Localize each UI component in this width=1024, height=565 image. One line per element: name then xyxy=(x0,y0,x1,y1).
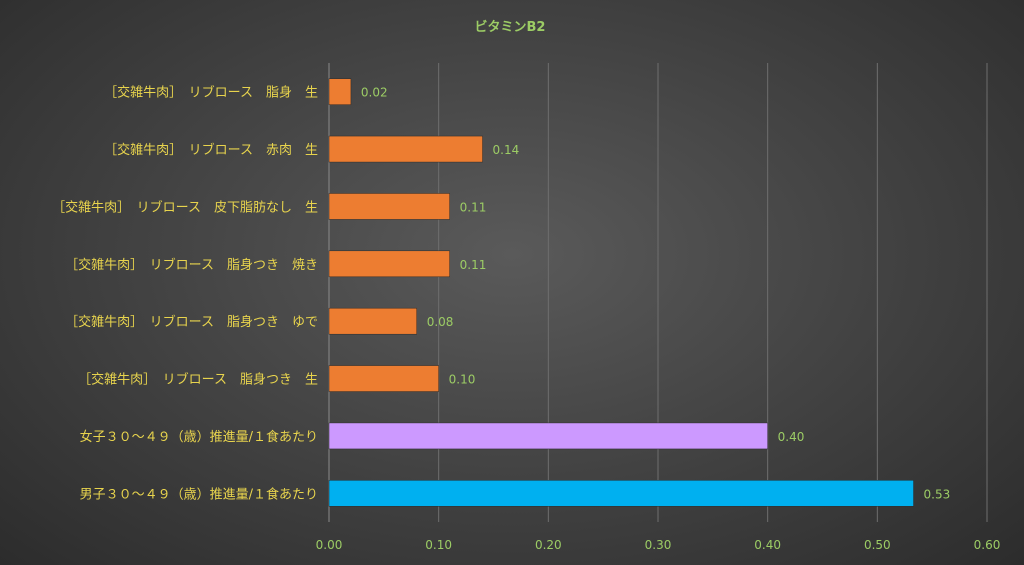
data-label: 0.40 xyxy=(778,430,805,444)
x-tick-label: 0.50 xyxy=(864,538,891,552)
x-tick-label: 0.40 xyxy=(754,538,781,552)
data-label: 0.11 xyxy=(460,258,487,272)
bar xyxy=(328,307,417,335)
x-tick-label: 0.00 xyxy=(316,538,343,552)
data-label: 0.11 xyxy=(460,200,487,214)
category-label: ［交雑牛肉］ リブロース 脂身つき 焼き xyxy=(65,257,318,273)
category-label: 男子３０～４９（歳）推進量/１食あたり xyxy=(80,486,318,502)
data-label: 0.10 xyxy=(449,373,476,387)
bar xyxy=(328,365,439,392)
labels: 0.00 0.10 0.20 0.30 0.40 0.50 0.60 ［交雑牛肉］ リブロース… xyxy=(52,85,1000,552)
bars xyxy=(328,78,914,507)
category-label: 女子３０～４９（歳）推進量/１食あたり xyxy=(80,429,318,445)
category-label: ［交雑牛肉］ リブロース 脂身つき ゆで xyxy=(65,314,318,330)
x-tick-label: 0.20 xyxy=(535,538,562,552)
x-tick-label: 0.30 xyxy=(645,538,672,552)
category-label: ［交雑牛肉］ リブロース 赤肉 生 xyxy=(104,142,318,158)
category-label: ［交雑牛肉］ リブロース 皮下脂肪なし 生 xyxy=(52,199,318,215)
data-label: 0.08 xyxy=(427,315,454,329)
category-label: ［交雑牛肉］ リブロース 脂身つき 生 xyxy=(78,372,318,388)
bar xyxy=(328,78,352,105)
bar xyxy=(328,193,450,220)
bar xyxy=(328,422,768,450)
x-tick-label: 0.10 xyxy=(425,538,452,552)
category-label: ［交雑牛肉］ リブロース 脂身 生 xyxy=(104,85,318,101)
chart-title: ビタミンB2 xyxy=(475,19,546,35)
bar xyxy=(328,135,483,163)
data-label: 0.53 xyxy=(924,487,951,501)
bar xyxy=(328,480,914,507)
data-label: 0.14 xyxy=(493,143,520,157)
x-tick-label: 0.60 xyxy=(974,538,1001,552)
bar xyxy=(328,250,450,278)
gridlines xyxy=(328,63,988,522)
data-label: 0.02 xyxy=(361,86,388,100)
